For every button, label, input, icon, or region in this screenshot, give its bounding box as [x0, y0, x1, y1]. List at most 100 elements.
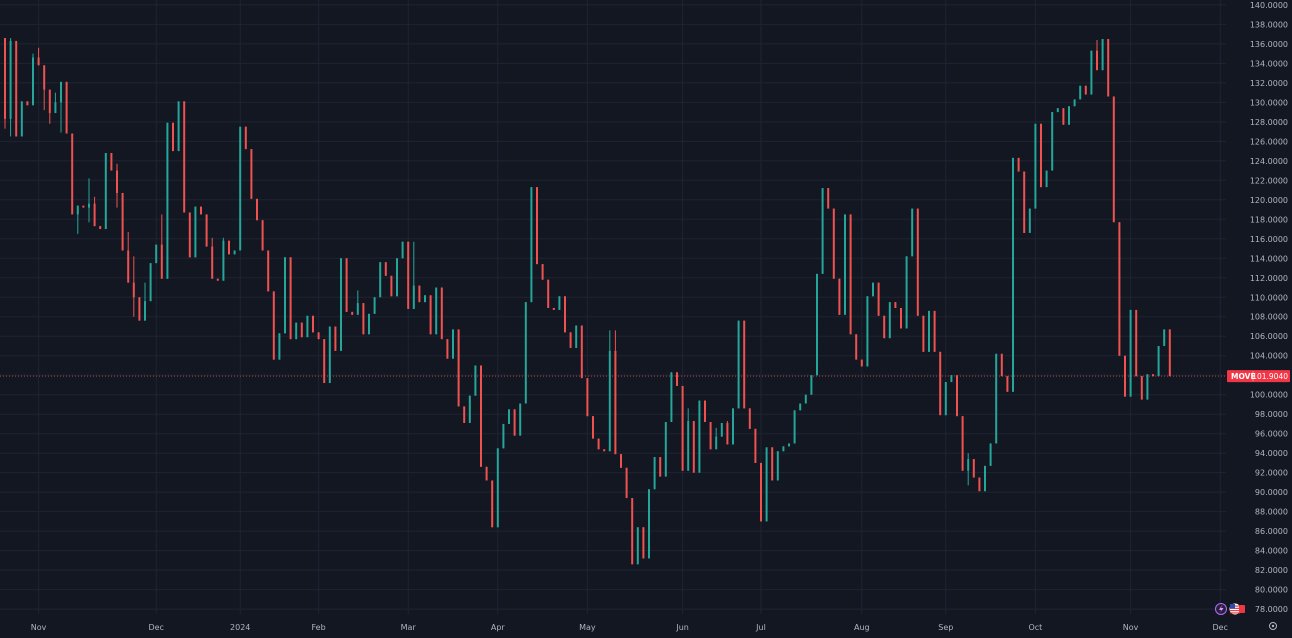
- candle-body: [984, 465, 986, 492]
- candle-down: [160, 214, 163, 279]
- flag-icon-stripe: [1230, 612, 1240, 614]
- candle-body: [625, 467, 628, 499]
- candle-body: [32, 57, 34, 106]
- candle-up: [306, 315, 309, 338]
- candle-body: [916, 208, 919, 316]
- candle-body: [160, 244, 163, 279]
- y-tick-label: 136.0000: [1250, 40, 1288, 49]
- candle-body: [956, 375, 958, 417]
- candle-body: [244, 126, 247, 150]
- candle-body: [614, 350, 617, 455]
- candle-down: [760, 462, 762, 522]
- candle-up: [435, 287, 438, 335]
- candle-body: [340, 258, 342, 351]
- candle-body: [440, 287, 443, 340]
- candle-body: [149, 263, 152, 302]
- candle-down: [407, 241, 410, 309]
- badge-background: [1227, 370, 1290, 383]
- candle-down: [390, 275, 393, 297]
- candle-body: [362, 303, 365, 335]
- candle-down: [827, 188, 830, 209]
- candle-down: [748, 408, 751, 429]
- candle-up: [1045, 170, 1048, 188]
- candle-body: [704, 400, 706, 423]
- candle-body: [1023, 171, 1026, 233]
- candle-body: [1107, 38, 1110, 97]
- x-tick-label: Nov: [31, 623, 47, 632]
- candle-down: [569, 332, 572, 348]
- x-tick-label: May: [579, 623, 596, 632]
- candle-down: [956, 375, 958, 417]
- candle-body: [664, 422, 667, 477]
- candle-down: [345, 258, 348, 312]
- candle-body: [860, 359, 863, 367]
- candle-body: [692, 421, 695, 473]
- candle-down: [138, 297, 141, 321]
- candle-down: [1084, 85, 1087, 95]
- candle-body: [452, 329, 454, 359]
- candle-body: [877, 282, 880, 316]
- candle-down: [726, 421, 729, 445]
- flag-icon-stripe: [1230, 610, 1240, 612]
- candle-up: [1163, 329, 1166, 346]
- candle-down: [26, 101, 29, 106]
- candle-down: [939, 351, 942, 416]
- candle-down: [614, 330, 617, 455]
- candle-down: [580, 325, 583, 379]
- candle-body: [256, 198, 258, 221]
- y-tick-label: 88.0000: [1255, 508, 1288, 517]
- candle-up: [1068, 106, 1070, 125]
- candle-down: [334, 326, 337, 351]
- candle-down: [48, 89, 51, 124]
- gear-icon[interactable]: [1269, 622, 1277, 630]
- candle-up: [911, 208, 914, 257]
- y-tick-label: 106.0000: [1250, 332, 1288, 341]
- candle-body: [312, 315, 314, 333]
- candle-body: [922, 315, 925, 352]
- candle-body: [748, 408, 751, 429]
- candle-body: [1163, 329, 1166, 346]
- candle-body: [300, 322, 303, 338]
- candle-up: [519, 403, 522, 436]
- candle-up: [799, 403, 802, 411]
- candle-body: [480, 365, 482, 467]
- candle-down: [99, 226, 102, 230]
- y-tick-label: 104.0000: [1250, 352, 1288, 361]
- candle-down: [15, 40, 18, 137]
- candle-up: [1073, 99, 1076, 107]
- candle-body: [849, 214, 852, 335]
- candle-body: [194, 206, 197, 258]
- candle-up: [328, 326, 331, 384]
- y-tick-label: 90.0000: [1255, 488, 1288, 497]
- candle-down: [418, 285, 421, 303]
- candle-up: [233, 250, 236, 255]
- candle-down: [480, 365, 482, 467]
- candle-down: [228, 240, 230, 255]
- candle-down: [429, 295, 432, 335]
- candle-down: [1096, 39, 1098, 71]
- candle-down: [1062, 108, 1065, 125]
- candle-down: [110, 153, 113, 171]
- candle-body: [681, 385, 684, 471]
- candle-up: [608, 330, 611, 452]
- candle-down: [65, 81, 68, 134]
- candle-body: [513, 409, 516, 436]
- candle-body: [872, 282, 874, 297]
- candle-up: [788, 443, 790, 447]
- candle-down: [300, 322, 303, 338]
- lightning-icon[interactable]: [1215, 603, 1227, 615]
- candle-down: [205, 214, 208, 247]
- candle-body: [519, 403, 522, 436]
- y-tick-label: 110.0000: [1250, 293, 1288, 302]
- candle-body: [306, 315, 309, 338]
- us-flag-icon[interactable]: [1229, 603, 1246, 615]
- x-axis[interactable]: Nov Dec 2024 Feb Mar Apr May Jun Jul Aug Sep Oct Nov…: [31, 623, 1228, 632]
- candle-down: [4, 38, 6, 129]
- candle-up: [508, 409, 510, 424]
- candle-down: [1140, 376, 1143, 400]
- candle-body: [1051, 112, 1054, 171]
- candle-body: [116, 170, 118, 193]
